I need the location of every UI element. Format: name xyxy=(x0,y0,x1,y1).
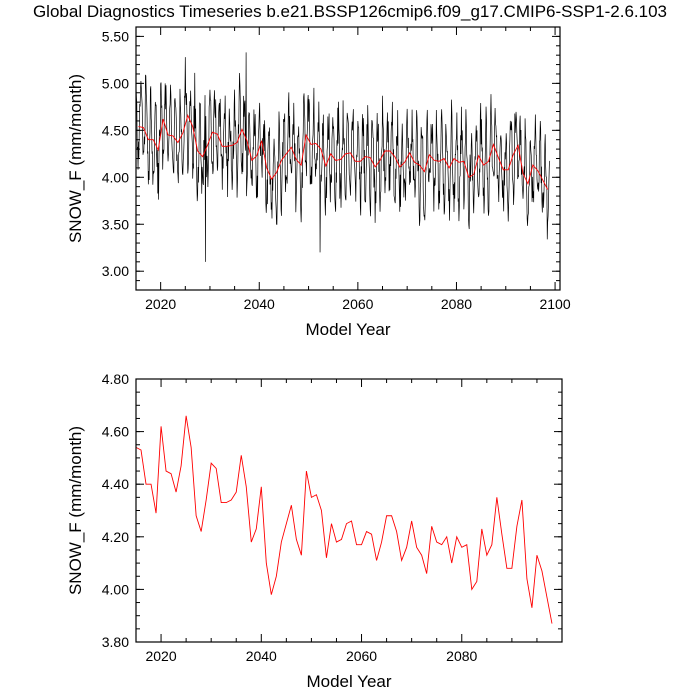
x-tick-label: 2060 xyxy=(342,296,373,312)
x-tick-label: 2040 xyxy=(244,296,275,312)
annual-mean-line-top xyxy=(138,113,549,190)
y-axis-title: SNOW_F (mm/month) xyxy=(66,74,85,243)
x-tick-label: 2020 xyxy=(145,296,176,312)
y-tick-label: 5.00 xyxy=(102,75,129,91)
y-tick-label: 4.40 xyxy=(102,476,129,492)
timeseries-chart-bottom: 2020 2040 2060 2080 3.80 4.00 4.20 4.40 4.60 4.80… xyxy=(66,371,563,691)
x-tick-label: 2060 xyxy=(346,648,377,664)
y-tick-label: 4.00 xyxy=(102,581,129,597)
annual-mean-line xyxy=(135,415,553,624)
x-tick-label: 2080 xyxy=(446,648,477,664)
y-tick-label: 4.20 xyxy=(102,529,129,545)
y-tick-label: 4.60 xyxy=(102,424,129,440)
plot-frame xyxy=(135,26,561,291)
y-tick-label: 4.80 xyxy=(102,371,129,387)
chart-title: Global Diagnostics Timeseries b.e21.BSSP… xyxy=(32,2,668,21)
y-tick-label: 3.80 xyxy=(102,634,129,650)
timeseries-chart-top: 2020 2040 2060 2080 2100 3.00 3.50 4.00 4.50 5.00… xyxy=(66,26,571,339)
y-axis-title: SNOW_F (mm/month) xyxy=(66,426,85,595)
plot-frame xyxy=(135,378,563,643)
y-tick-label: 4.00 xyxy=(102,169,129,185)
x-axis-title: Model Year xyxy=(306,672,391,691)
y-tick-label: 5.50 xyxy=(102,28,129,44)
y-tick-label: 4.50 xyxy=(102,122,129,138)
monthly-line xyxy=(135,52,551,262)
x-axis-title: Model Year xyxy=(305,320,390,339)
x-tick-label: 2020 xyxy=(145,648,176,664)
y-tick-label: 3.00 xyxy=(102,263,129,279)
x-tick-label: 2100 xyxy=(539,296,570,312)
x-tick-label: 2080 xyxy=(441,296,472,312)
y-tick-label: 3.50 xyxy=(102,216,129,232)
x-tick-label: 2040 xyxy=(246,648,277,664)
